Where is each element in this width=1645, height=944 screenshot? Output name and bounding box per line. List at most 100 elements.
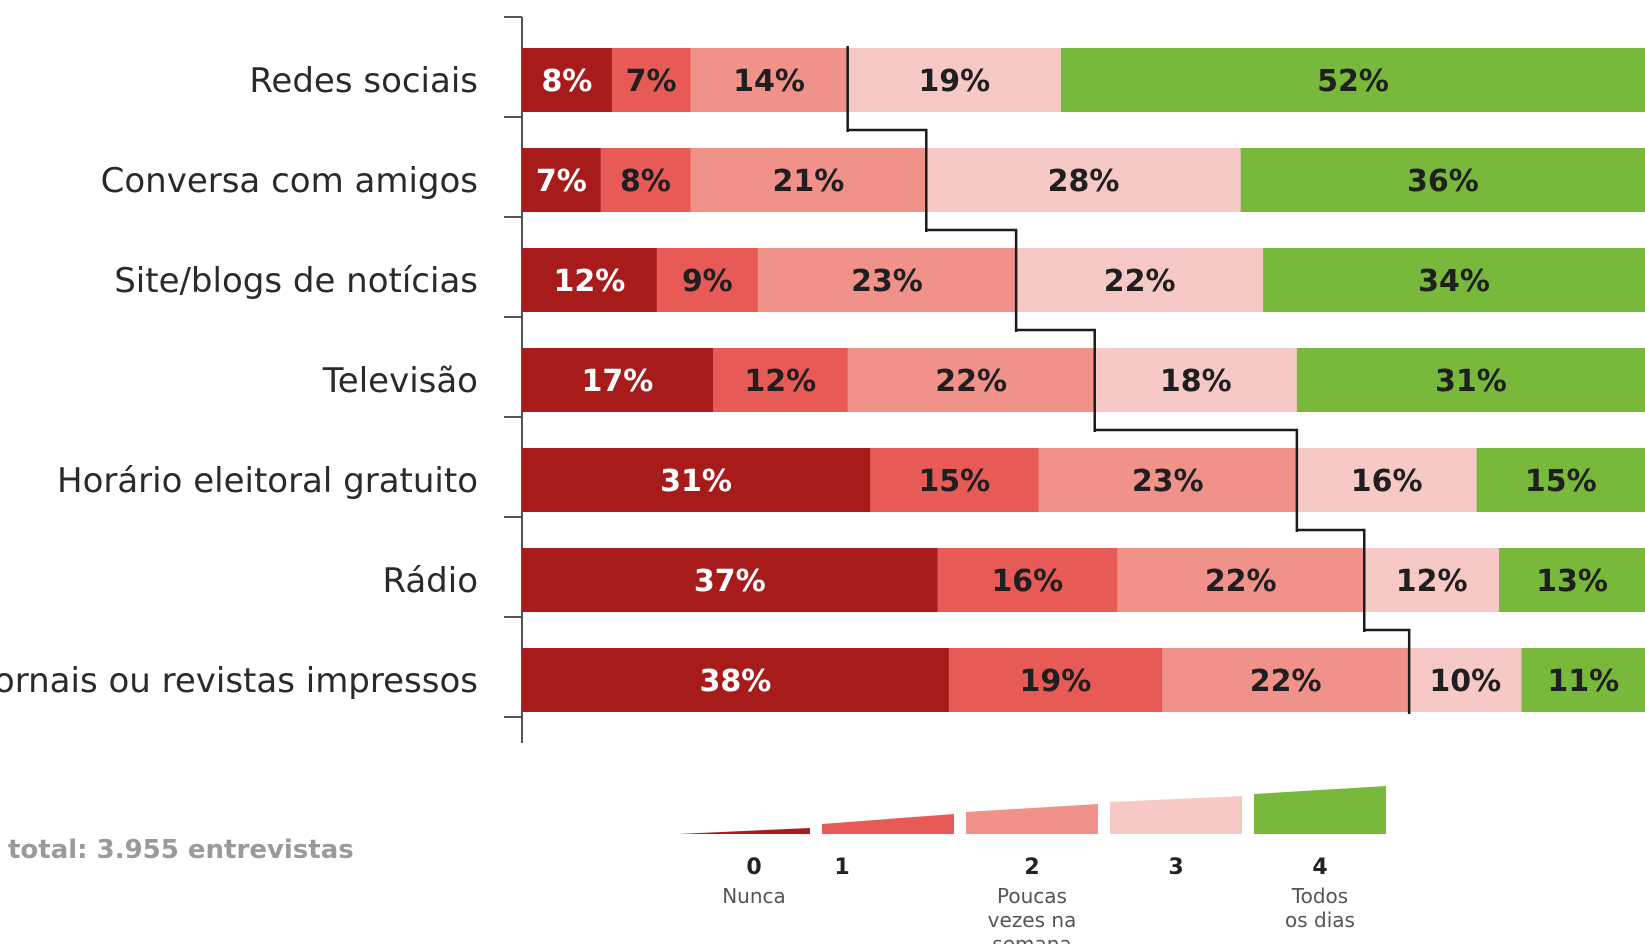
bar-segment: [1240, 148, 1645, 212]
bar-segment: [611, 48, 691, 112]
bar-segment: [757, 248, 1017, 312]
bar-segment: [522, 548, 939, 612]
data-label: 7%: [626, 64, 677, 99]
category-axis: Redes sociais Conversa com amigos Site/blo…: [0, 16, 523, 743]
category-label: Redes sociais: [249, 61, 478, 101]
data-label: 37%: [694, 564, 766, 599]
data-label: 16%: [1351, 464, 1423, 499]
data-label: 15%: [918, 464, 990, 499]
legend-number: 1: [834, 855, 849, 880]
bar-segment: [690, 148, 927, 212]
bar-segment: [1499, 548, 1645, 612]
category-label: Horário eleitoral gratuito: [57, 461, 478, 501]
data-label: 52%: [1317, 64, 1389, 99]
legend-swatch: [822, 814, 954, 834]
bar-segment: [1296, 348, 1645, 412]
data-label: 21%: [772, 164, 844, 199]
data-label: 38%: [699, 664, 771, 699]
data-label: 14%: [733, 64, 805, 99]
data-label: 8%: [620, 164, 671, 199]
data-label: 17%: [582, 364, 654, 399]
legend-description: Poucas: [997, 884, 1067, 908]
bar-segment: [1409, 648, 1522, 712]
data-label: 31%: [1435, 364, 1507, 399]
bar-segment: [522, 348, 714, 412]
divider-path: [846, 46, 1411, 714]
bar-segment: [1263, 248, 1645, 312]
data-label: 15%: [1525, 464, 1597, 499]
data-label: 36%: [1407, 164, 1479, 199]
legend-description: vezes na: [988, 908, 1077, 932]
bar-segment: [937, 548, 1118, 612]
bar-segment: [1094, 348, 1298, 412]
bar-segment: [522, 48, 613, 112]
legend-description: semana: [992, 932, 1071, 944]
category-label: Site/blogs de notícias: [114, 261, 478, 301]
data-label: 19%: [918, 64, 990, 99]
data-label: 28%: [1048, 164, 1120, 199]
bar-segment: [1364, 548, 1500, 612]
data-label: 23%: [1132, 464, 1204, 499]
legend-swatch: [1110, 796, 1242, 834]
category-label: Conversa com amigos: [101, 161, 478, 201]
legend-number: 3: [1168, 855, 1183, 880]
bar-segment: [522, 448, 871, 512]
bar-segment: [690, 48, 849, 112]
bar-segment: [1038, 448, 1298, 512]
data-label: 10%: [1429, 664, 1501, 699]
category-label: Rádio: [382, 561, 478, 601]
data-label: 11%: [1547, 664, 1619, 699]
legend-swatch: [678, 828, 810, 834]
bar-segment: [847, 48, 1062, 112]
bar-segment: [656, 248, 759, 312]
bar-segment: [1117, 548, 1365, 612]
data-label: 12%: [744, 364, 816, 399]
bar-segment: [600, 148, 691, 212]
bar-segment: [1016, 248, 1264, 312]
data-label: 12%: [553, 264, 625, 299]
bar-segment: [948, 648, 1163, 712]
legend-description: os dias: [1285, 908, 1355, 932]
data-label: 12%: [1396, 564, 1468, 599]
bar-segment: [1521, 648, 1645, 712]
data-label: 23%: [851, 264, 923, 299]
bar-segment: [1296, 448, 1478, 512]
data-label: 13%: [1536, 564, 1608, 599]
legend-number: 0: [746, 855, 761, 880]
data-label: 18%: [1160, 364, 1232, 399]
data-label: 9%: [682, 264, 733, 299]
data-label: 22%: [935, 364, 1007, 399]
bar-segment: [1476, 448, 1645, 512]
bar-segment: [522, 148, 602, 212]
data-label: 7%: [536, 164, 587, 199]
bars: 8% 7% 14% 19% 52% 7% 8% 21% 28% 36% 12% 9% 23% 22% 34%…: [522, 48, 1645, 712]
legend-swatch: [966, 804, 1098, 834]
legend-description: Nunca: [722, 884, 786, 908]
data-label: 22%: [1250, 664, 1322, 699]
bar-segment: [712, 348, 849, 412]
legend-swatch: [1254, 786, 1386, 834]
bar-segment: [847, 348, 1096, 412]
legend-description: Todos: [1291, 884, 1348, 908]
bar-segment: [1061, 48, 1645, 112]
bar-segment: [522, 248, 658, 312]
legend-number: 2: [1024, 855, 1039, 880]
bar-segment: [870, 448, 1040, 512]
divider-line: [846, 46, 1411, 714]
data-label: 22%: [1104, 264, 1176, 299]
total-note: total: 3.955 entrevistas: [8, 835, 354, 865]
legend-number: 4: [1312, 855, 1327, 880]
category-label: Televisão: [322, 361, 478, 401]
bar-segment: [926, 148, 1242, 212]
data-label: 19%: [1020, 664, 1092, 699]
bar-segment: [522, 648, 950, 712]
data-label: 8%: [541, 64, 592, 99]
data-label: 34%: [1418, 264, 1490, 299]
data-label: 31%: [660, 464, 732, 499]
data-label: 22%: [1205, 564, 1277, 599]
category-label: Jornais ou revistas impressos: [0, 661, 478, 701]
data-label: 16%: [991, 564, 1063, 599]
bar-segment: [1162, 648, 1410, 712]
